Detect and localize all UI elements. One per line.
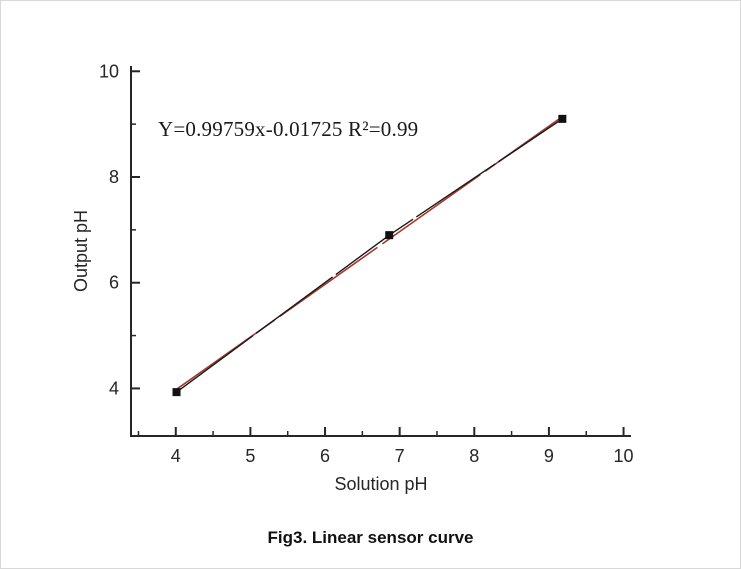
data-point — [385, 231, 394, 240]
data-point — [558, 114, 567, 123]
x-tick-label: 5 — [245, 446, 255, 466]
x-tick-label: 9 — [544, 446, 554, 466]
x-axis-label: Solution pH — [334, 474, 427, 494]
linear-sensor-chart: 4 5 6 7 8 9 10 4 6 8 10 Solution pH Output pH Y=0.99… — [1, 1, 740, 506]
x-tick-label: 8 — [469, 446, 479, 466]
axes — [130, 66, 631, 437]
x-tick-label: 4 — [171, 446, 181, 466]
fit-equation-annotation: Y=0.99759x-0.01725 R²=0.99 — [158, 117, 419, 141]
x-tick-label: 6 — [320, 446, 330, 466]
data-point — [172, 388, 181, 397]
y-tick-label: 4 — [109, 378, 119, 398]
x-tick-label: 7 — [395, 446, 405, 466]
chart-svg: 4 5 6 7 8 9 10 4 6 8 10 Solution pH Output pH — [71, 61, 634, 494]
x-tick-label: 10 — [614, 446, 634, 466]
y-tick-label: 6 — [109, 273, 119, 293]
y-axis-label: Output pH — [71, 210, 91, 292]
y-tick-label: 10 — [99, 61, 119, 81]
y-tick-label: 8 — [109, 167, 119, 187]
data-line — [176, 118, 563, 393]
figure-caption: Fig3. Linear sensor curve — [267, 528, 474, 547]
